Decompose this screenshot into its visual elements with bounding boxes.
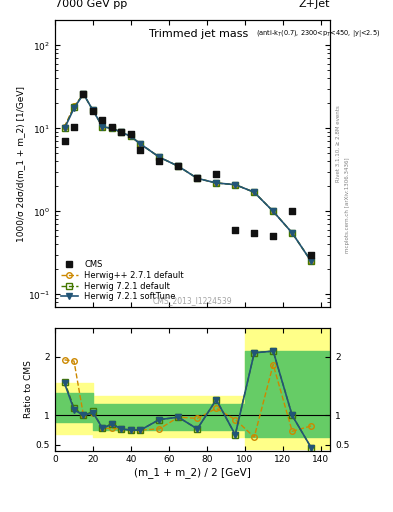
Text: Rivet 3.1.10, ≥ 2.8M events: Rivet 3.1.10, ≥ 2.8M events xyxy=(336,105,341,182)
Y-axis label: Ratio to CMS: Ratio to CMS xyxy=(24,360,33,418)
Point xyxy=(61,137,68,145)
Point xyxy=(118,128,125,136)
Point xyxy=(109,122,115,131)
Point xyxy=(156,157,163,165)
X-axis label: (m_1 + m_2) / 2 [GeV]: (m_1 + m_2) / 2 [GeV] xyxy=(134,467,251,478)
Point xyxy=(251,229,257,237)
Point xyxy=(80,90,86,98)
Point xyxy=(90,108,96,116)
Point xyxy=(71,122,77,131)
Point xyxy=(194,174,200,182)
Point xyxy=(270,232,276,241)
Text: CMS_2013_I1224539: CMS_2013_I1224539 xyxy=(153,296,232,306)
Legend: CMS, Herwig++ 2.7.1 default, Herwig 7.2.1 default, Herwig 7.2.1 softTune: CMS, Herwig++ 2.7.1 default, Herwig 7.2.… xyxy=(59,259,185,303)
Text: (anti-k$_T$(0.7), 2300<p$_T$<450, |y|<2.5): (anti-k$_T$(0.7), 2300<p$_T$<450, |y|<2.… xyxy=(256,28,380,38)
Point xyxy=(308,251,314,259)
Point xyxy=(137,146,143,154)
Text: Z+Jet: Z+Jet xyxy=(299,0,330,9)
Point xyxy=(213,170,219,178)
Point xyxy=(128,130,134,138)
Point xyxy=(289,207,295,216)
Point xyxy=(232,226,239,234)
Text: mcplots.cern.ch [arXiv:1306.3436]: mcplots.cern.ch [arXiv:1306.3436] xyxy=(345,157,350,252)
Y-axis label: 1000/σ 2dσ/d(m_1 + m_2) [1/GeV]: 1000/σ 2dσ/d(m_1 + m_2) [1/GeV] xyxy=(16,86,25,242)
Text: Trimmed jet mass: Trimmed jet mass xyxy=(149,29,248,39)
Text: 7000 GeV pp: 7000 GeV pp xyxy=(55,0,127,9)
Point xyxy=(99,116,106,124)
Point xyxy=(175,162,182,170)
